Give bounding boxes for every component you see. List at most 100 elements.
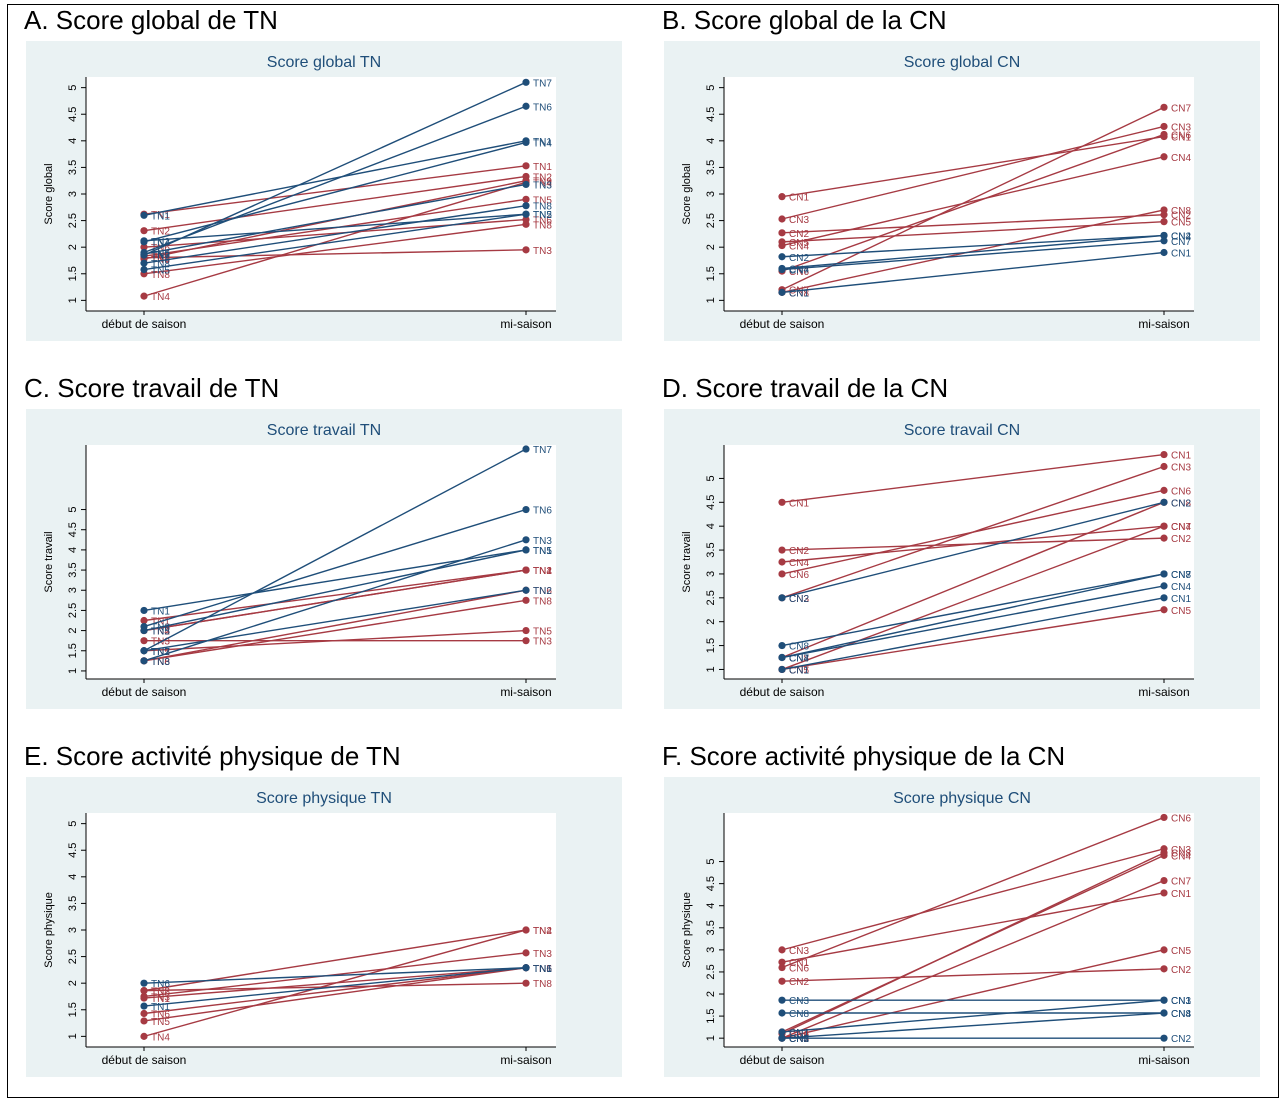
chart-box: Score physique CN 1 1.5 2 2.5 3 3.5 4 4.5 5 Score … <box>664 777 1260 1077</box>
point-label: CN3 <box>789 946 809 957</box>
point-label: CN6 <box>789 267 809 278</box>
plot-area <box>86 77 556 311</box>
point-end-tn3 <box>522 949 530 957</box>
point-label: CN3 <box>789 996 809 1007</box>
point-label: CN2 <box>1171 211 1191 222</box>
series-line-cn5 <box>781 949 1165 1039</box>
point-label: TN7 <box>533 78 552 89</box>
point-label: TN2 <box>533 926 552 937</box>
panel-heading: F. Score activité physique de la CN <box>662 741 1066 771</box>
point-label: CN5 <box>1171 606 1191 617</box>
figure-frame: A. Score global de TN Score global TN 1 1.… <box>7 4 1279 1098</box>
point-end-cn6 <box>1160 486 1168 494</box>
point-label: TN4 <box>151 627 170 638</box>
point-label: TN2 <box>533 172 552 183</box>
x-tick-label: début de saison <box>740 317 825 331</box>
point-start-cn2 <box>778 229 786 237</box>
point-label: CN2 <box>789 594 809 605</box>
point-label: TN6 <box>151 979 170 990</box>
point-start-cn3 <box>778 996 786 1004</box>
point-label: CN5 <box>1171 946 1191 957</box>
point-end-tn3 <box>522 637 530 645</box>
series-line-tn8 <box>143 205 527 264</box>
chart-box: Score travail TN 1 1.5 2 2.5 3 3.5 4 4.5 5 Score t… <box>26 409 622 709</box>
point-end-tn1 <box>522 162 530 170</box>
y-tick-label: 2.5 <box>705 213 717 228</box>
point-end-tn7 <box>522 445 530 453</box>
point-label: TN6 <box>533 964 552 975</box>
point-label: TN3 <box>533 949 552 960</box>
point-start-tn1 <box>140 994 148 1002</box>
x-tick-label: début de saison <box>102 1053 187 1067</box>
y-tick-label: 1 <box>67 668 79 674</box>
point-label: CN8 <box>1171 498 1191 509</box>
point-end-tn8 <box>522 979 530 987</box>
y-tick-label: 4 <box>705 523 717 529</box>
x-tick-label: début de saison <box>102 317 187 331</box>
y-tick-label: 1 <box>67 297 79 303</box>
point-label: CN5 <box>789 238 809 249</box>
point-start-tn4 <box>140 1032 148 1040</box>
point-label: TN3 <box>533 637 552 648</box>
series-line-tn1 <box>143 967 527 1007</box>
y-axis-label: Score global <box>43 163 55 224</box>
point-label: CN1 <box>789 498 809 509</box>
series-line-cn8 <box>781 852 1165 1035</box>
point-label: CN1 <box>789 958 809 969</box>
point-start-tn6 <box>140 243 148 251</box>
y-tick-label: 1 <box>67 1033 79 1039</box>
point-label: CN1 <box>789 1028 809 1039</box>
y-tick-label: 5 <box>67 821 79 827</box>
y-tick-label: 2.5 <box>67 949 79 964</box>
point-start-cn6 <box>778 570 786 578</box>
point-label: TN3 <box>151 992 170 1003</box>
point-label: TN6 <box>151 243 170 254</box>
point-start-cn6 <box>778 963 786 972</box>
point-end-tn8 <box>522 220 530 228</box>
point-label: TN5 <box>151 252 170 263</box>
series-line-cn3 <box>781 125 1165 220</box>
panel-heading: E. Score activité physique de TN <box>24 741 401 771</box>
point-label: CN5 <box>1171 218 1191 229</box>
point-end-tn5 <box>522 626 530 635</box>
y-tick-label: 3.5 <box>67 160 79 175</box>
series-line-tn1 <box>143 967 527 999</box>
point-label: TN6 <box>533 102 552 113</box>
point-label: CN6 <box>789 964 809 975</box>
point-label: TN5 <box>151 647 170 658</box>
point-start-cn1 <box>778 288 786 296</box>
y-tick-label: 5 <box>705 85 717 91</box>
point-label: CN2 <box>1171 231 1191 242</box>
series-line-tn5 <box>143 549 527 632</box>
y-tick-label: 1.5 <box>705 1008 717 1023</box>
point-label: CN3 <box>1171 462 1191 473</box>
point-label: TN5 <box>151 627 170 638</box>
point-end-tn2 <box>522 566 530 574</box>
y-tick-label: 3 <box>705 571 717 577</box>
point-label: TN1 <box>533 162 552 173</box>
point-label: CN7 <box>1171 522 1191 533</box>
point-label: CN4 <box>1171 231 1191 242</box>
point-end-cn7 <box>1160 103 1168 111</box>
point-label: TN2 <box>151 227 170 238</box>
series-line-tn8 <box>143 599 527 662</box>
y-tick-label: 5 <box>705 475 717 481</box>
y-tick-label: 5 <box>705 859 717 865</box>
point-end-cn7 <box>1160 876 1168 885</box>
chart-title: Score travail CN <box>904 422 1020 439</box>
point-start-tn6 <box>140 979 148 987</box>
point-label: CN1 <box>1171 594 1191 605</box>
point-label: TN1 <box>533 137 552 148</box>
point-label: TN6 <box>151 249 170 260</box>
y-tick-label: 1.5 <box>67 1002 79 1017</box>
y-tick-label: 4 <box>67 547 79 553</box>
point-end-cn5 <box>1160 606 1168 614</box>
point-label: TN5 <box>151 1017 170 1028</box>
point-label: CN1 <box>789 665 809 676</box>
point-label: TN2 <box>151 987 170 998</box>
point-label: TN1 <box>151 994 170 1005</box>
point-start-tn7 <box>140 647 148 655</box>
chart-title: Score physique CN <box>893 790 1031 807</box>
point-label: TN4 <box>151 238 170 249</box>
